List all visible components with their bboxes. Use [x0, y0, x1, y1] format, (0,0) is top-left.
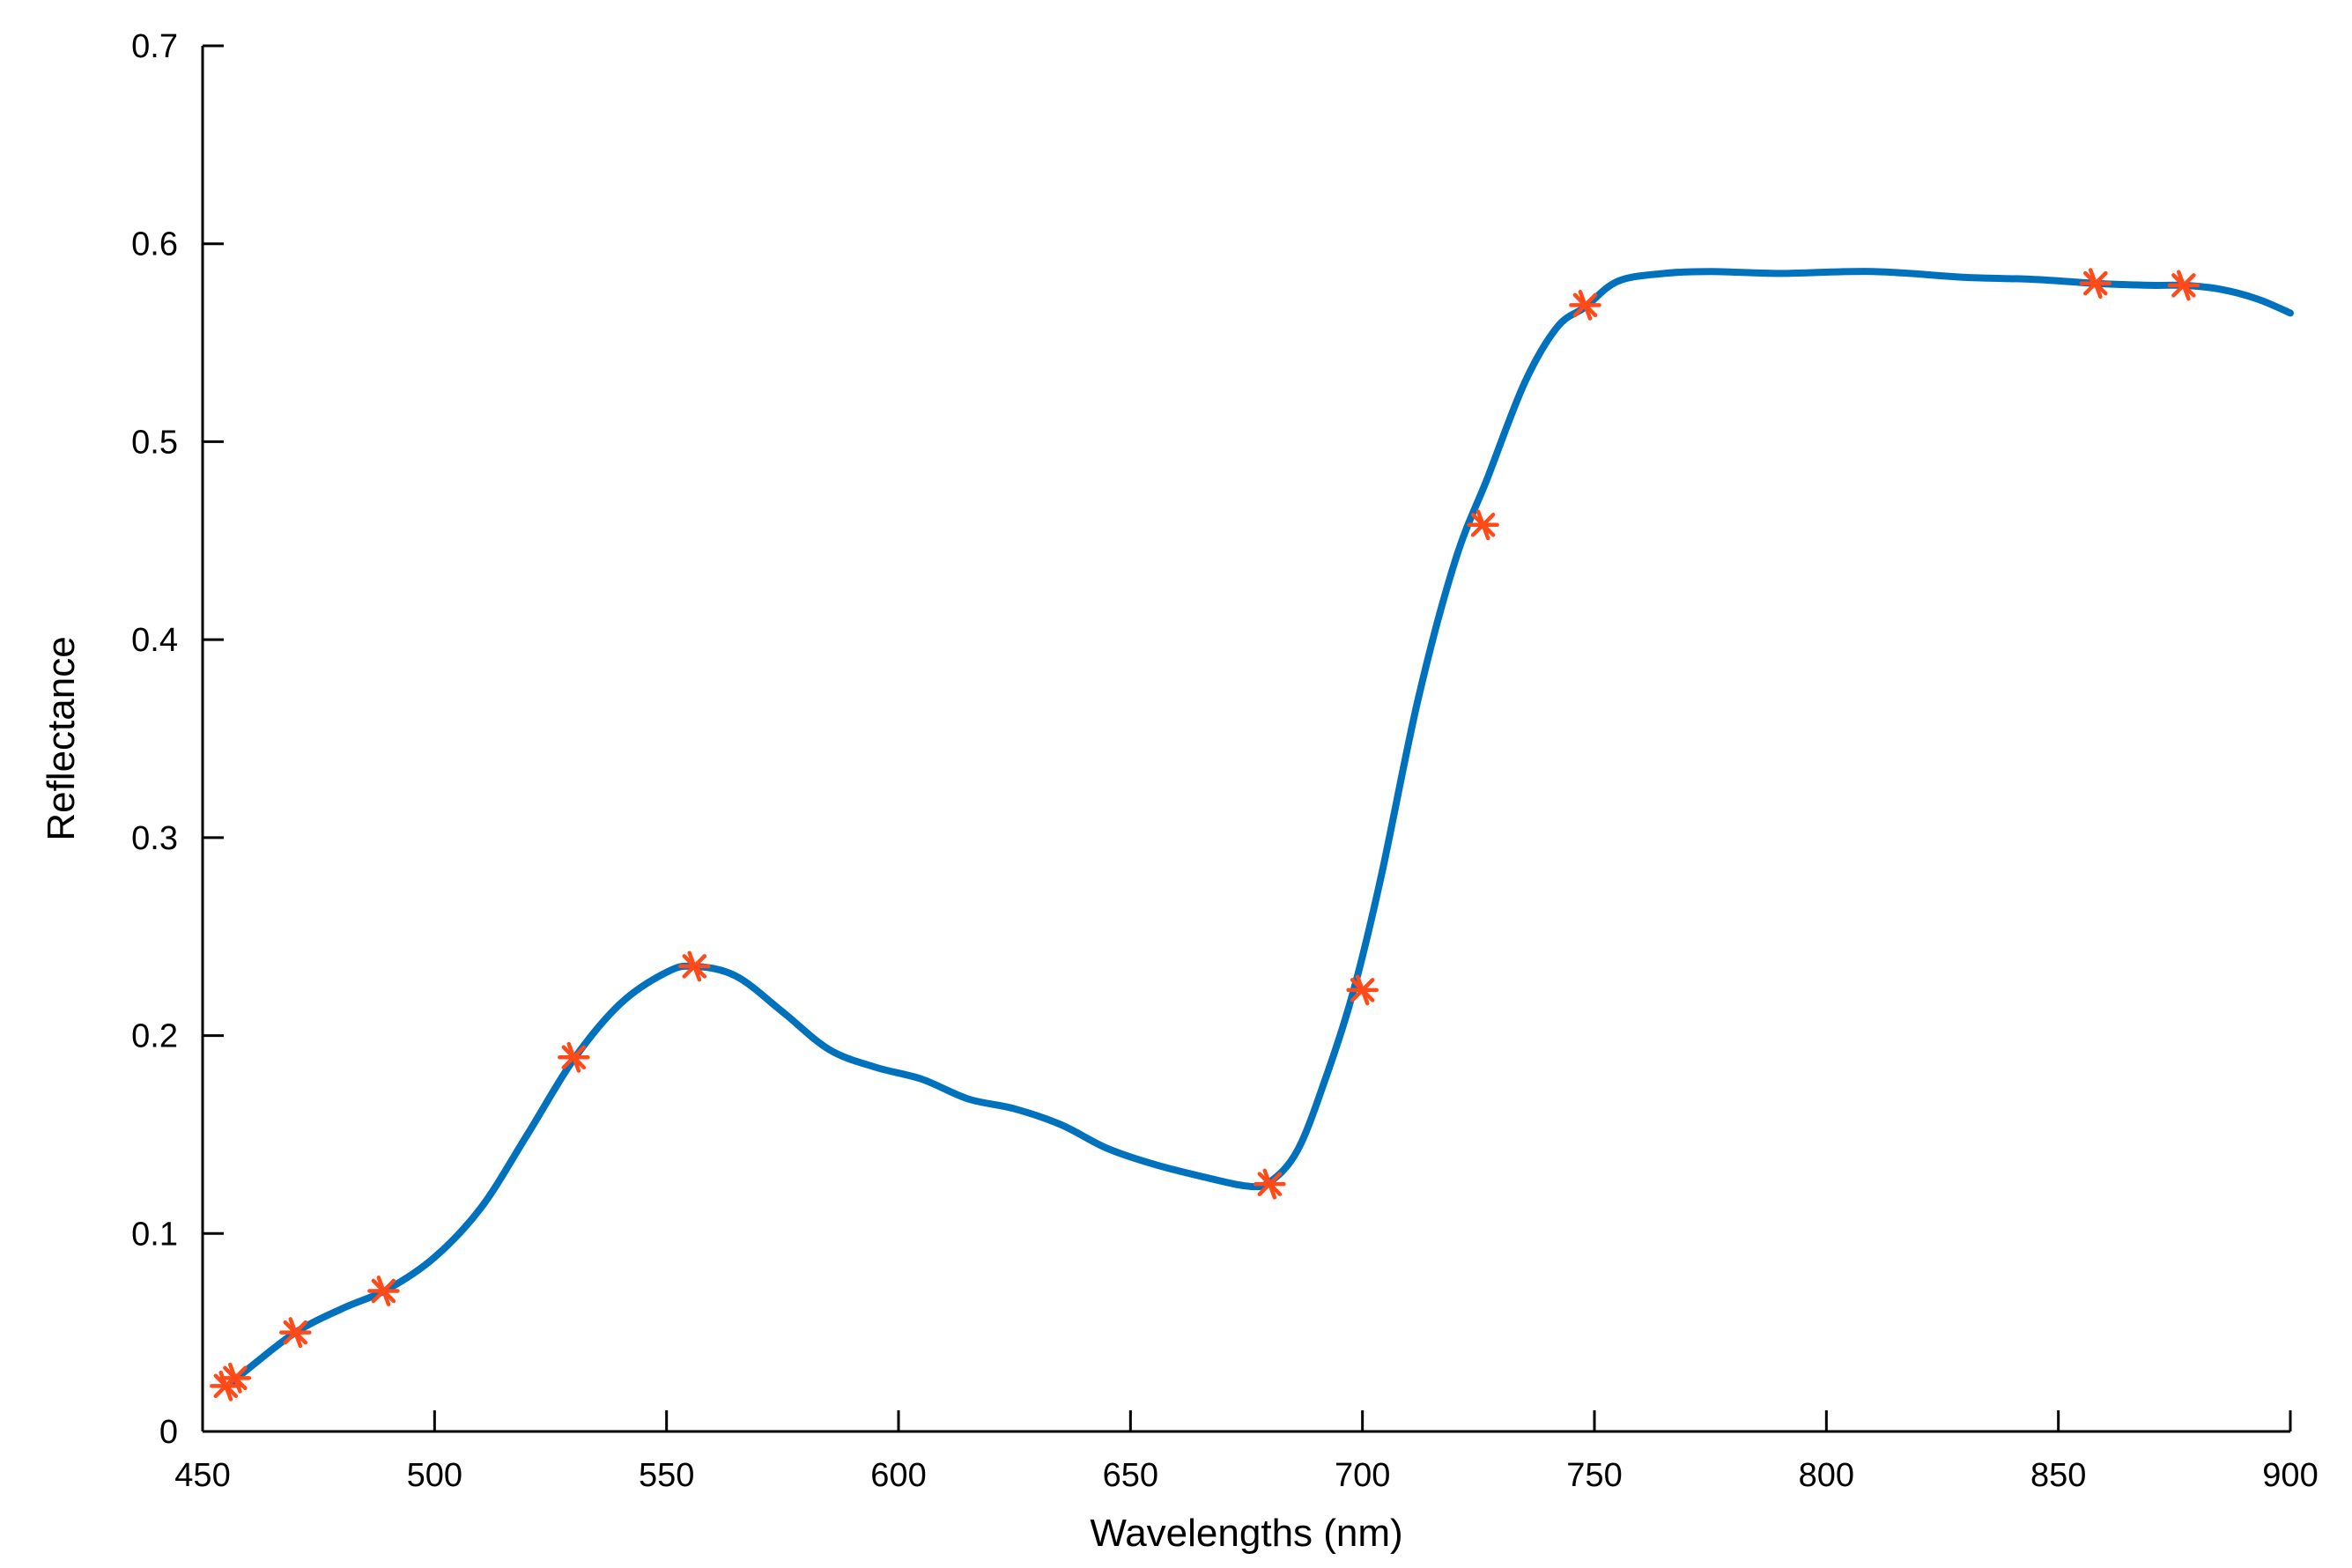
- y-tick-label: 0.4: [131, 622, 178, 659]
- data-point-marker: [1346, 974, 1379, 1006]
- y-tick-label: 0.6: [131, 226, 178, 263]
- x-tick-label: 750: [1566, 1457, 1622, 1494]
- y-tick-label: 0: [159, 1414, 178, 1451]
- data-point-marker: [218, 1362, 252, 1394]
- data-point-marker: [678, 950, 711, 982]
- data-point-marker: [279, 1317, 312, 1349]
- data-point-marker: [367, 1276, 400, 1306]
- y-tick-label: 0.2: [131, 1018, 178, 1055]
- x-axis-title: Wavelengths (nm): [1090, 1512, 1402, 1555]
- plot-area: [210, 268, 2294, 1402]
- x-tick-label: 600: [870, 1457, 926, 1494]
- y-tick-label: 0.7: [131, 28, 178, 65]
- x-tick-label: 900: [2262, 1457, 2318, 1494]
- x-tick-label: 850: [2030, 1457, 2086, 1494]
- reflectance-line: [226, 268, 2294, 1388]
- data-point-marker: [2167, 270, 2200, 301]
- x-tick-label: 550: [639, 1457, 694, 1494]
- y-tick-label: 0.5: [131, 424, 178, 461]
- axes: [201, 46, 2290, 1433]
- x-tick-label: 800: [1799, 1457, 1854, 1494]
- x-tick-label: 500: [407, 1457, 462, 1494]
- y-tick-label: 0.3: [131, 820, 178, 857]
- y-axis-title: Reflectance: [40, 636, 83, 840]
- data-point-marker: [1254, 1168, 1286, 1200]
- data-point-marker: [558, 1041, 590, 1073]
- data-point-marker: [2079, 268, 2112, 300]
- x-tick-label: 450: [174, 1457, 230, 1494]
- y-tick-label: 0.1: [131, 1216, 178, 1253]
- x-tick-label: 650: [1103, 1457, 1158, 1494]
- x-tick-label: 700: [1335, 1457, 1390, 1494]
- data-point-marker: [1467, 509, 1499, 541]
- ticks: 450 500 550 600 650 700 750 800 850 900 0 0.1 0.2 0.3…: [131, 28, 2319, 1494]
- data-point-marker: [1569, 289, 1601, 321]
